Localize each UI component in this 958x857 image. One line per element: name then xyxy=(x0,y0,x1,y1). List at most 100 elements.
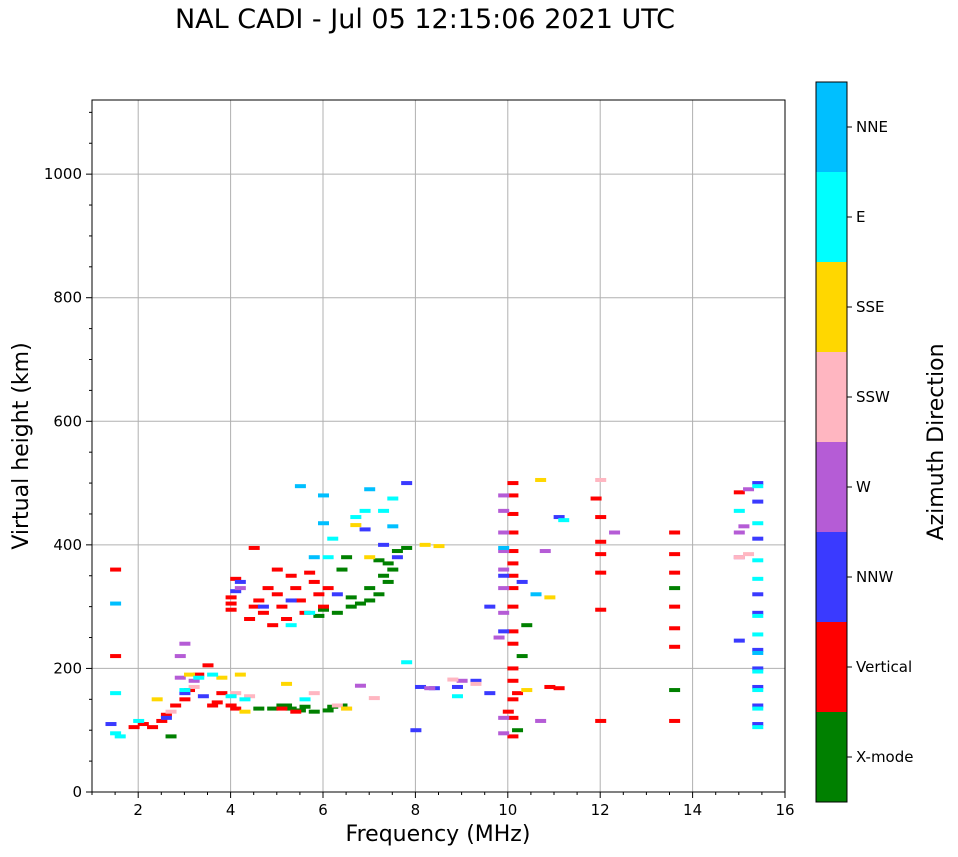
data-point-e xyxy=(401,660,413,665)
y-tick-label: 600 xyxy=(53,412,82,430)
data-point-x-mode xyxy=(253,706,265,711)
data-point-vertical xyxy=(595,607,607,612)
data-point-ssw xyxy=(308,691,320,696)
data-point-ssw xyxy=(188,684,200,689)
data-point-sse xyxy=(234,672,246,677)
data-point-vertical xyxy=(276,706,288,711)
data-point-e xyxy=(752,521,764,526)
data-point-vertical xyxy=(507,629,519,634)
data-point-nnw xyxy=(331,592,343,597)
colorbar-label: Azimuth Direction xyxy=(924,343,949,540)
data-point-nnw xyxy=(752,703,764,708)
data-point-nnw xyxy=(285,598,297,603)
data-point-nnw xyxy=(752,481,764,486)
data-point-vertical xyxy=(294,598,306,603)
data-point-vertical xyxy=(147,725,159,730)
colorbar-tick-label: SSW xyxy=(856,388,890,406)
data-point-vertical xyxy=(507,666,519,671)
colorbar-segment xyxy=(816,352,847,442)
data-point-nnw xyxy=(391,555,403,560)
data-point-vertical xyxy=(225,595,237,600)
data-point-sse xyxy=(341,706,353,711)
y-tick-label: 0 xyxy=(72,783,82,801)
x-tick-label: 12 xyxy=(591,801,610,819)
colorbar-segment xyxy=(816,82,847,172)
data-point-vertical xyxy=(507,604,519,609)
data-point-vertical xyxy=(160,712,172,717)
data-point-vertical xyxy=(248,545,260,550)
data-point-e xyxy=(110,731,122,736)
data-point-nnw xyxy=(470,678,482,683)
data-point-x-mode xyxy=(322,708,334,713)
data-point-nnw xyxy=(752,536,764,541)
data-point-x-mode xyxy=(364,586,376,591)
data-point-nnw xyxy=(484,604,496,609)
data-point-e xyxy=(733,508,745,513)
data-point-ssw xyxy=(244,694,256,699)
data-point-nnw xyxy=(484,691,496,696)
data-point-x-mode xyxy=(378,573,390,578)
data-point-vertical xyxy=(244,617,256,621)
data-point-e xyxy=(752,706,764,711)
data-point-vertical xyxy=(595,515,607,520)
x-tick-label: 4 xyxy=(226,801,236,819)
data-point-nne xyxy=(318,521,329,526)
data-point-sse xyxy=(364,555,376,560)
data-point-x-mode xyxy=(354,601,366,606)
data-point-w xyxy=(498,530,510,535)
data-point-vertical xyxy=(669,530,681,535)
data-point-x-mode xyxy=(669,688,681,693)
data-point-ssw xyxy=(368,696,380,701)
data-point-vertical xyxy=(230,576,242,581)
data-point-ssw xyxy=(331,703,343,708)
data-point-sse xyxy=(350,523,362,528)
colorbar-segment xyxy=(816,532,847,622)
data-point-w xyxy=(188,678,200,683)
data-point-vertical xyxy=(507,511,519,516)
data-point-vertical xyxy=(507,530,519,535)
data-point-nnw xyxy=(553,515,565,520)
data-point-vertical xyxy=(253,598,265,603)
data-point-nne xyxy=(294,484,306,489)
data-point-vertical xyxy=(267,623,279,628)
y-tick-label: 200 xyxy=(53,659,82,677)
data-point-vertical xyxy=(318,604,329,609)
data-point-e xyxy=(752,669,764,674)
data-point-nnw xyxy=(752,499,764,504)
data-point-x-mode xyxy=(401,545,413,550)
colorbar-tick-label: NNW xyxy=(856,568,893,586)
data-point-e xyxy=(299,697,311,702)
data-point-w xyxy=(234,586,246,591)
data-point-e xyxy=(752,613,764,618)
y-tick-label: 400 xyxy=(53,536,82,554)
data-point-vertical xyxy=(507,481,519,486)
data-point-vertical xyxy=(669,626,681,631)
x-tick-label: 10 xyxy=(498,801,517,819)
data-point-nnw xyxy=(498,629,510,634)
data-point-vertical xyxy=(507,734,519,739)
x-tick-label: 2 xyxy=(133,801,143,819)
data-point-vertical xyxy=(290,586,302,591)
data-point-vertical xyxy=(507,586,519,591)
data-point-nnw xyxy=(752,647,764,652)
data-point-nnw xyxy=(410,728,422,733)
data-point-x-mode xyxy=(299,704,311,709)
data-point-w xyxy=(354,683,366,688)
data-point-e xyxy=(558,518,570,523)
data-point-vertical xyxy=(290,709,302,714)
data-point-vertical xyxy=(595,552,607,557)
x-tick-label: 6 xyxy=(318,801,328,819)
data-point-w xyxy=(498,610,510,615)
data-point-vertical xyxy=(544,684,556,689)
grid-lines xyxy=(92,100,785,792)
data-point-sse xyxy=(419,542,431,547)
data-point-e xyxy=(322,555,334,560)
data-point-e xyxy=(752,558,764,563)
data-point-x-mode xyxy=(364,598,376,603)
data-point-nne xyxy=(498,545,510,550)
data-point-vertical xyxy=(313,592,325,597)
data-point-ssw xyxy=(165,709,177,714)
data-point-w xyxy=(174,675,186,680)
data-point-sse xyxy=(151,697,163,702)
